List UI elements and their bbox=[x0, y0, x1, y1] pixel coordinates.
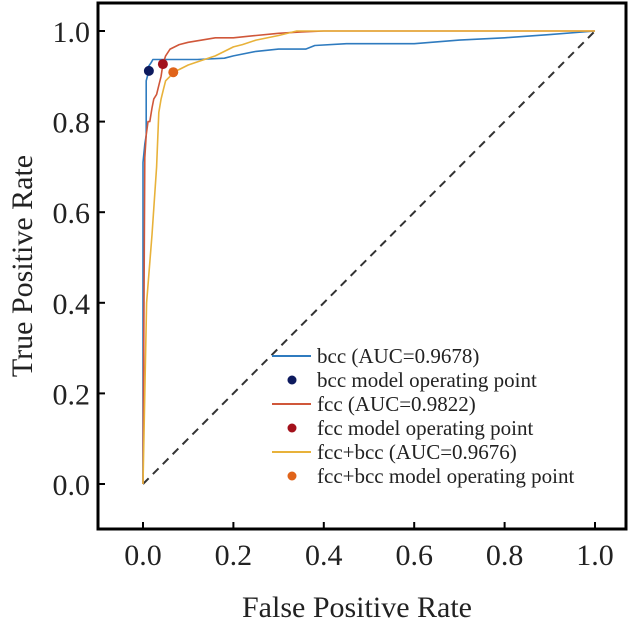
series-layer bbox=[142, 30, 596, 485]
y-tick-label: 0.8 bbox=[53, 107, 91, 140]
legend: bcc (AUC=0.9678)bcc model operating poin… bbox=[272, 344, 574, 488]
x-tick-label: 0.4 bbox=[305, 539, 343, 572]
legend-marker-point bbox=[287, 423, 297, 433]
y-tick-label: 0.4 bbox=[53, 288, 91, 321]
x-axis-title: False Positive Rate bbox=[242, 591, 472, 624]
legend-marker-point bbox=[287, 471, 297, 481]
y-tick-label: 0.0 bbox=[53, 469, 91, 502]
legend-entry-label: fcc model operating point bbox=[317, 416, 534, 440]
legend-entry-label: fcc+bcc (AUC=0.9676) bbox=[317, 440, 517, 464]
plot-frame bbox=[96, 1, 628, 531]
x-tick-label: 0.6 bbox=[395, 539, 433, 572]
legend-marker-point bbox=[287, 375, 297, 385]
y-tick-label: 1.0 bbox=[53, 16, 91, 49]
roc-curve-0 bbox=[142, 30, 596, 484]
legend-entry-label: bcc (AUC=0.9678) bbox=[317, 344, 479, 368]
roc-curve-4 bbox=[142, 30, 595, 485]
x-axis-ticks: 0.0 0.2 0.4 0.6 0.8 1.0 bbox=[124, 522, 614, 572]
x-tick-label: 0.2 bbox=[215, 539, 253, 572]
y-tick-label: 0.2 bbox=[53, 378, 91, 411]
x-tick-label: 0.8 bbox=[486, 539, 524, 572]
y-axis-ticks: 0.0 0.2 0.4 0.6 0.8 1.0 bbox=[53, 16, 105, 502]
roc-curve-2 bbox=[142, 30, 595, 485]
y-axis-title: True Positive Rate bbox=[6, 155, 39, 377]
x-tick-label: 1.0 bbox=[576, 539, 614, 572]
x-tick-label: 0.0 bbox=[124, 539, 162, 572]
chance-diagonal-line bbox=[142, 30, 596, 485]
operating-point-1 bbox=[143, 65, 154, 76]
operating-point-5 bbox=[168, 67, 179, 78]
y-tick-label: 0.6 bbox=[53, 197, 91, 230]
legend-entry-label: fcc+bcc model operating point bbox=[317, 464, 574, 488]
operating-point-3 bbox=[157, 59, 168, 70]
legend-entry-label: fcc (AUC=0.9822) bbox=[317, 392, 476, 416]
legend-entry-label: bcc model operating point bbox=[317, 368, 537, 392]
